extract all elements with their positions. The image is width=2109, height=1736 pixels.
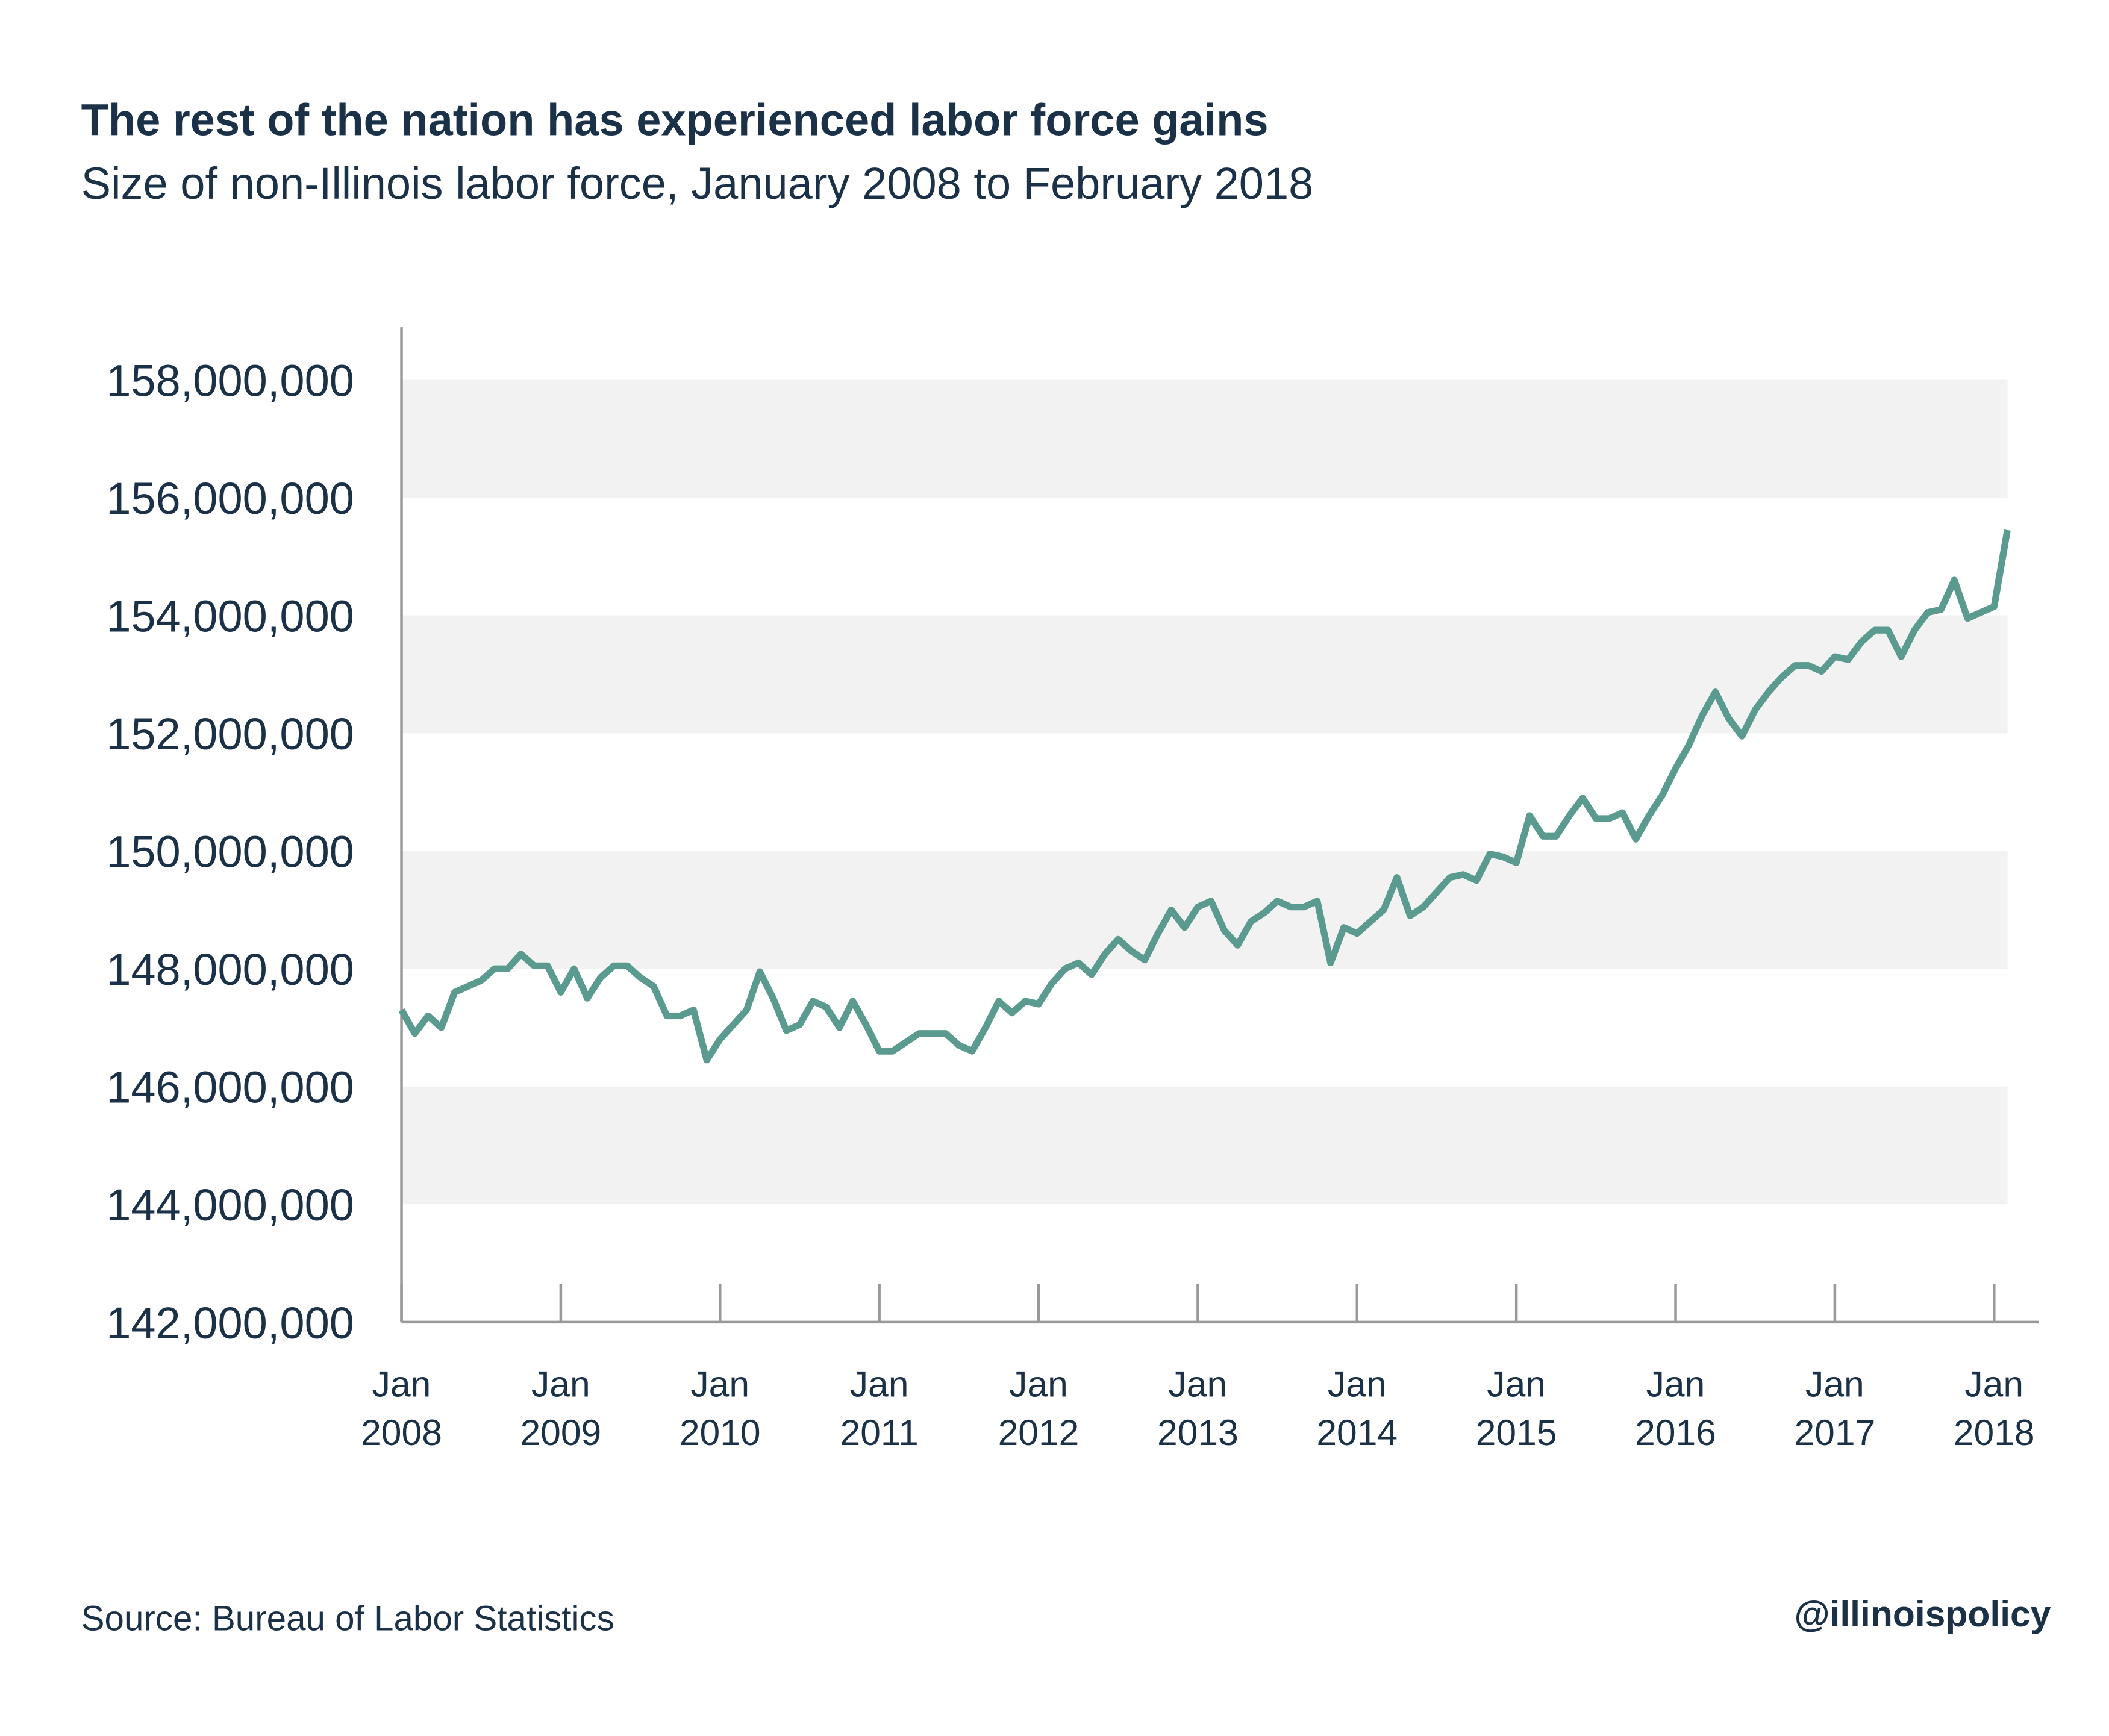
x-tick-label: Jan 2009	[520, 1364, 602, 1453]
grid-band	[401, 851, 2008, 969]
grid-bands	[401, 379, 2008, 1205]
x-tick-label: Jan 2012	[998, 1364, 1079, 1453]
y-tick-label: 148,000,000	[106, 944, 354, 994]
x-tick-label: Jan 2010	[679, 1364, 761, 1453]
data-line	[398, 529, 2011, 1064]
y-tick-label: 156,000,000	[106, 473, 354, 523]
grid-band	[401, 379, 2008, 498]
x-tick-label: Jan 2014	[1316, 1364, 1398, 1453]
y-tick-label: 150,000,000	[106, 827, 354, 877]
x-tick-label: Jan 2015	[1475, 1364, 1557, 1453]
grid-band	[401, 615, 2008, 734]
x-tick-label: Jan 2018	[1953, 1364, 2035, 1453]
chart-title: The rest of the nation has experienced l…	[81, 95, 1269, 145]
x-tick-label: Jan 2008	[361, 1364, 442, 1453]
y-tick-label: 158,000,000	[106, 356, 354, 406]
x-tick-label: Jan 2013	[1157, 1364, 1239, 1453]
credit: @illinoispolicy	[1794, 1593, 2051, 1634]
x-tick-label: Jan 2017	[1794, 1364, 1876, 1453]
x-tick-label: Jan 2016	[1635, 1364, 1716, 1453]
grid-band	[401, 1086, 2008, 1205]
y-tick-label: 142,000,000	[106, 1298, 354, 1348]
y-tick-label: 146,000,000	[106, 1063, 354, 1113]
y-tick-label: 152,000,000	[106, 709, 354, 759]
y-tick-label: 154,000,000	[106, 592, 354, 642]
x-tick-label: Jan 2011	[840, 1364, 919, 1453]
chart-subtitle: Size of non-Illinois labor force, Januar…	[81, 158, 1314, 208]
source: Source: Bureau of Labor Statistics	[81, 1599, 614, 1638]
y-tick-label: 144,000,000	[106, 1180, 354, 1230]
